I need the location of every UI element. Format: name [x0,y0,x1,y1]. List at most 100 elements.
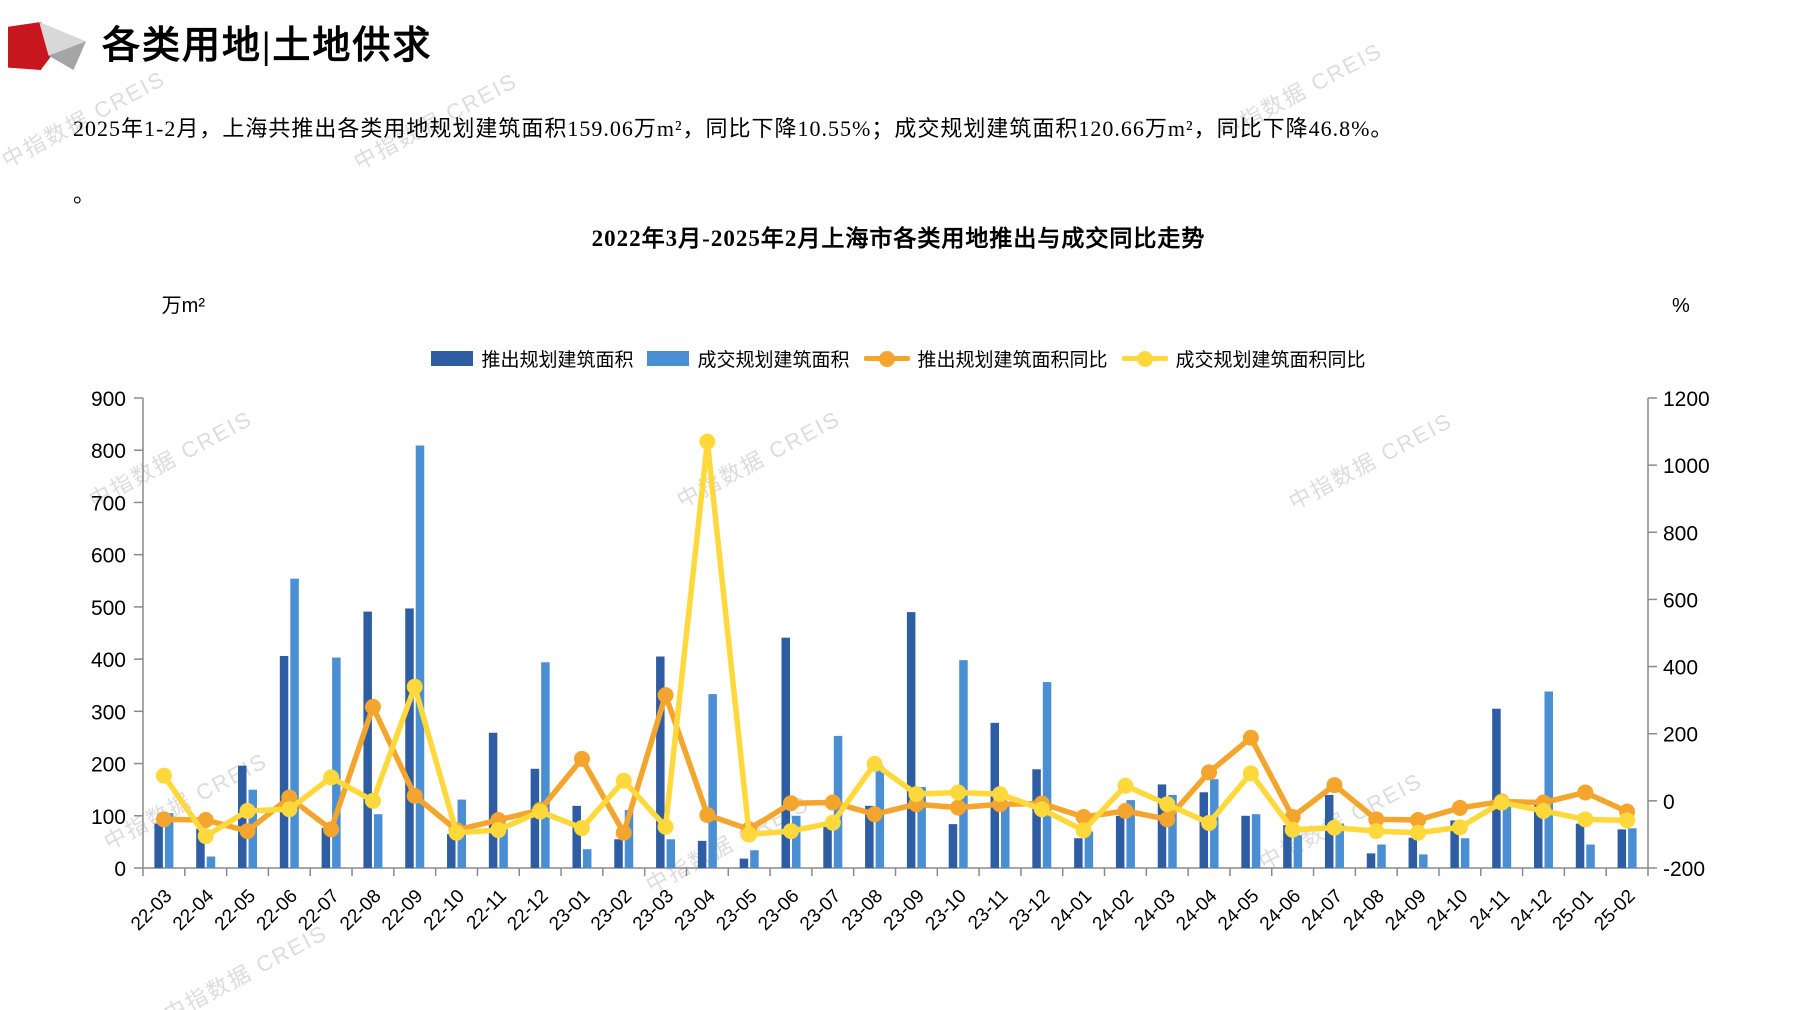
legend-label: 成交规划建筑面积 [697,350,850,371]
left-axis-tick-label: 0 [114,858,126,881]
line-marker [866,755,883,772]
bar [206,856,216,868]
bar [906,612,916,868]
bar [373,814,383,868]
left-axis-tick-label: 400 [91,649,126,672]
bar [750,850,759,868]
x-axis-label: 23-01 [545,886,594,935]
line-marker [573,820,590,837]
bar [959,660,968,868]
line-marker [657,818,674,835]
bar [488,732,498,868]
x-axis-label: 23-05 [712,886,761,935]
line-marker [1117,802,1134,819]
x-axis-label: 24-11 [1466,886,1514,934]
bar [781,637,790,868]
line-marker [1242,765,1259,782]
bar [791,815,801,868]
x-axis-label: 23-12 [1005,886,1054,935]
bar [948,824,958,868]
bar [1084,831,1094,868]
legend-line-marker-icon [1121,350,1168,367]
left-axis-tick-label: 600 [91,545,126,568]
line-marker [950,784,967,801]
line-marker [699,806,716,823]
x-axis-label: 23-09 [880,886,929,935]
bar [1115,815,1125,868]
bar [530,768,540,868]
line-marker [1493,794,1510,811]
summary-line-1: 2025年1-2月，上海共推出各类用地规划建筑面积159.06万m²，同比下降1… [73,116,1394,141]
right-axis-unit-label: % [1672,295,1690,317]
x-axis-label: 23-10 [922,886,971,935]
x-axis-label: 22-11 [463,886,511,934]
line-marker [406,678,423,695]
legend-item-3: 推出规划建筑面积同比 [863,345,1108,372]
line-marker [866,806,883,823]
x-axis-label: 22-04 [169,885,219,935]
bar [1628,828,1637,868]
bar [1366,853,1376,868]
bar [447,834,456,868]
bar [1074,838,1083,868]
bar [666,839,676,868]
x-axis-label: 22-03 [127,886,176,935]
line-marker [490,822,507,839]
line-marker [323,821,340,838]
right-axis-tick-label: 600 [1663,589,1698,612]
line-marker [1201,815,1218,832]
line-marker [364,792,381,809]
chart-legend: 推出规划建筑面积 成交规划建筑面积 推出规划建筑面积同比 成交规划建筑面积同比 [0,345,1797,372]
line-marker [1368,823,1385,840]
line-marker [615,772,632,789]
right-axis-tick-label: 1200 [1663,388,1710,411]
x-axis-label: 22-09 [378,886,427,935]
bar [1586,844,1595,868]
line-marker [1075,808,1092,825]
line-marker [824,814,841,831]
bar [1126,800,1135,868]
x-axis-label: 23-08 [838,886,887,935]
x-axis-label: 24-05 [1214,886,1263,935]
line-marker [1410,811,1427,828]
x-axis-label: 22-12 [503,886,552,935]
bar [697,840,707,868]
bar [1283,825,1292,868]
bar [1335,823,1344,868]
creis-logo-icon [8,22,86,70]
line-marker [281,801,298,818]
page-title: 各类用地|土地供求 [102,25,433,67]
line-marker [239,802,256,819]
line-path [161,692,1630,836]
line-marker [657,687,674,704]
bar [1533,804,1543,868]
bar [164,813,174,868]
line-marker [782,823,799,840]
bar [196,828,205,868]
left-axis-unit-label: 万m² [162,295,206,317]
line-marker [1159,811,1176,828]
bar [332,657,341,868]
bar [279,655,289,868]
line-marker [239,823,256,840]
bar [865,805,874,868]
bar [1377,844,1386,868]
bar [1575,823,1585,868]
chart-title: 2022年3月-2025年2月上海市各类用地推出与成交同比走势 [591,226,1206,251]
bar [1199,792,1209,868]
bar [708,694,717,868]
legend-bar-swatch-icon [431,351,474,366]
x-axis-label: 24-10 [1423,886,1472,935]
line-marker [364,698,381,715]
bar [572,805,581,868]
bar [363,611,372,868]
line-marker [1410,824,1427,841]
line-marker [1451,799,1468,816]
bar [1157,784,1167,868]
left-axis-tick-label: 900 [91,388,126,411]
left-axis-tick-label: 300 [91,701,126,724]
bar-series-2 [164,445,1637,868]
line-marker [532,803,549,820]
bar [917,787,926,868]
x-axis-label: 23-06 [754,886,803,935]
